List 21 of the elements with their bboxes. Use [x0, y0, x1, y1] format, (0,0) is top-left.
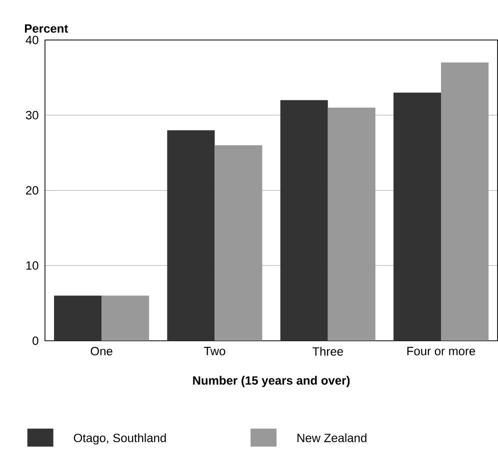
legend-label: Otago, Southland: [74, 434, 166, 445]
x-tick-label: Three: [312, 347, 343, 356]
x-tick-label: Two: [204, 347, 226, 356]
bar: [328, 108, 376, 341]
bar: [393, 92, 442, 341]
bar: [102, 296, 150, 341]
bar: [441, 62, 489, 341]
x-tick-label: One: [90, 347, 112, 356]
y-tick-label: 20: [26, 186, 38, 195]
bar: [214, 145, 262, 341]
legend-label: New Zealand: [298, 434, 366, 442]
y-tick-label: 30: [26, 111, 38, 120]
bar: [280, 100, 328, 341]
x-axis-title: Number (15 years and over): [193, 376, 350, 388]
y-tick-label: 10: [26, 261, 38, 270]
bar: [167, 130, 215, 341]
y-tick-label: 0: [32, 336, 38, 346]
bar: [54, 296, 102, 341]
y-axis-title: Percent: [24, 24, 68, 33]
y-tick-label: 40: [26, 36, 38, 44]
x-tick-label: Four or more: [407, 347, 476, 356]
